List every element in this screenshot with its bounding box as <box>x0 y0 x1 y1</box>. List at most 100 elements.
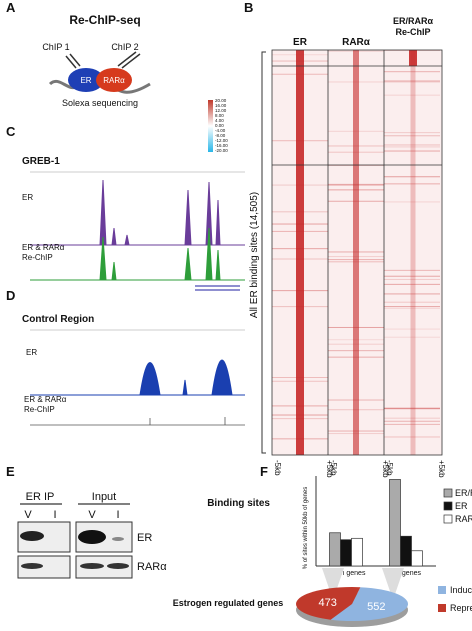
heatmap-streak <box>384 94 440 96</box>
protein-er <box>68 68 104 92</box>
track-label: Re-ChIP <box>24 405 55 414</box>
heatmap-streak <box>328 189 384 191</box>
track-label: Re-ChIP <box>22 253 53 262</box>
heatmap-streak <box>384 417 440 419</box>
pie-slice <box>330 587 408 621</box>
caption: Solexa sequencing <box>62 98 138 108</box>
x-label: -5kb <box>273 460 282 476</box>
scale-label: 20.00 <box>215 98 227 103</box>
heatmap <box>272 50 442 455</box>
heatmap-band <box>353 50 359 455</box>
x-label: -5kb <box>385 460 394 476</box>
band <box>21 563 43 569</box>
bar <box>340 539 352 567</box>
pie-chart: 552 Induced genes 473 Repressed genes <box>295 585 472 627</box>
bar <box>351 537 363 567</box>
heatmap-streak <box>328 409 384 411</box>
heatmap-streak <box>272 414 328 416</box>
heatmap-streak <box>328 261 384 263</box>
chart-title: Estrogen regulated genes <box>173 598 284 608</box>
scale-label: 8.00 <box>215 113 224 118</box>
heatmap-streak <box>384 81 440 83</box>
track-label: ER <box>22 193 33 202</box>
heatmap-streak <box>272 211 328 213</box>
heatmap-streak <box>384 328 440 330</box>
panel-label: A <box>6 0 16 15</box>
heatmap-streak <box>272 140 328 142</box>
heatmap-streak <box>328 399 384 401</box>
antibody-label: ChIP 1 <box>42 42 69 52</box>
heatmap-streak <box>328 350 384 352</box>
scale-label: 12.00 <box>215 108 227 113</box>
heatmap-streak <box>272 306 328 308</box>
bracket <box>261 51 266 454</box>
slice-label: 552 <box>367 601 385 613</box>
heatmap-streak <box>328 251 384 253</box>
blot <box>17 555 71 579</box>
heatmap-streak <box>272 248 328 250</box>
protein-label: RARα <box>103 76 125 85</box>
heatmap-streak <box>272 377 328 379</box>
column-header: Re-ChIP <box>395 27 430 37</box>
heatmap-streak <box>328 356 384 358</box>
heatmap-streak <box>272 405 328 407</box>
column-header: ER <box>293 37 308 48</box>
lane-label: I <box>53 509 56 521</box>
column-header: RARα <box>342 37 371 48</box>
bar <box>400 535 412 567</box>
panel-label: B <box>244 0 253 15</box>
panel-label: F <box>260 464 268 479</box>
scale-label: -8.00 <box>215 133 226 138</box>
heatmap-streak <box>384 407 440 409</box>
heatmap-band <box>409 50 417 66</box>
heatmap-streak <box>272 223 328 225</box>
heatmap-streak <box>328 151 384 153</box>
y-axis-label: % of sites within 50kb of genes <box>303 487 309 569</box>
heatmap-streak <box>384 146 440 148</box>
heatmap-streak <box>384 132 440 134</box>
protein-rar <box>96 68 132 92</box>
heatmap-streak <box>384 80 440 82</box>
track-label: ER & RARα <box>22 243 65 252</box>
heatmap-streak <box>384 306 440 308</box>
scale-label: 16.00 <box>215 103 227 108</box>
heatmap-streak <box>328 50 384 52</box>
heatmap-streak <box>384 307 440 309</box>
heatmap-streak <box>328 184 384 186</box>
x-label: +5kb <box>437 460 446 478</box>
blot <box>75 555 133 579</box>
bar-chart: Down genes Up genes ER/RARα ER RARα <box>315 476 472 577</box>
heatmap-streak <box>272 380 328 382</box>
row-label: All ER binding sites (14,505) <box>249 192 260 318</box>
x-tick-label: Up genes <box>391 570 421 577</box>
scale-label: 4.00 <box>215 118 224 123</box>
panel-label: D <box>6 288 15 303</box>
legend-swatch <box>443 514 453 524</box>
scale-label: -4.00 <box>215 128 226 133</box>
heatmap-streak <box>384 50 440 52</box>
legend-label: Induced genes <box>450 585 472 595</box>
rechip-track <box>30 417 245 426</box>
band <box>107 563 129 569</box>
panel-label: E <box>6 464 15 479</box>
heatmap-streak <box>384 275 440 277</box>
panel-label: C <box>6 124 16 139</box>
heatmap-streak <box>272 54 328 56</box>
heatmap-streak <box>384 144 440 146</box>
er-track <box>30 179 245 246</box>
band <box>78 530 106 544</box>
heatmap-streak <box>384 301 440 303</box>
color-scale <box>208 100 213 152</box>
heatmap-streak <box>328 130 384 132</box>
group-label: Input <box>92 491 116 503</box>
heatmap-streak <box>328 256 384 258</box>
arrow <box>322 568 404 600</box>
x-label: +5kb <box>381 460 390 478</box>
heatmap-streak <box>384 408 440 410</box>
heatmap-streak <box>384 336 440 338</box>
blot-label: RARα <box>137 561 167 573</box>
band <box>80 563 104 569</box>
scale-label: 0.00 <box>215 123 224 128</box>
heatmap-streak <box>384 135 440 137</box>
